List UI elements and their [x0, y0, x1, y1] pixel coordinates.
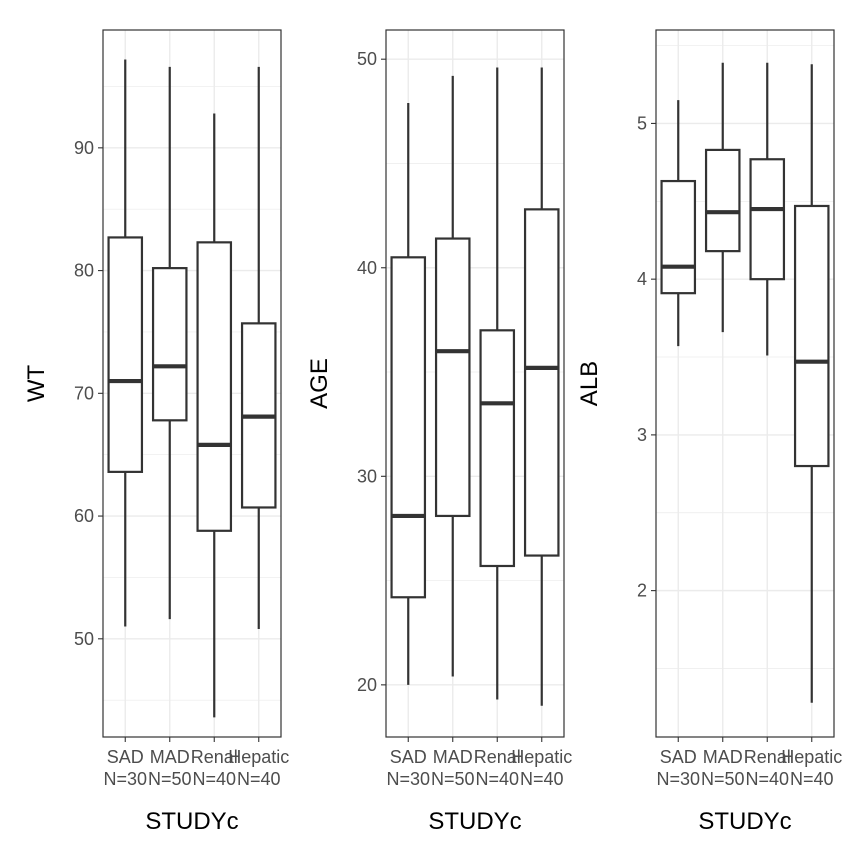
- x-tick-label: Hepatic N=40: [511, 747, 572, 789]
- iqr-box: [523, 208, 560, 557]
- boxplot-2: [479, 67, 516, 700]
- panel-border: [102, 29, 282, 738]
- boxplot-1: [151, 66, 188, 620]
- iqr-box: [107, 236, 144, 473]
- y-tick-label: 4: [637, 269, 647, 289]
- iqr-box: [479, 329, 516, 568]
- y-axis-title: AGE: [306, 358, 333, 409]
- y-tick-label: 50: [74, 629, 94, 649]
- y-tick-label: 30: [357, 466, 377, 486]
- iqr-box: [704, 148, 741, 253]
- x-tick-label: Hepatic N=40: [228, 747, 289, 789]
- x-axis-title: STUDYc: [428, 808, 521, 835]
- x-axis-title: STUDYc: [698, 808, 791, 835]
- x-tick-label: MAD N=50: [148, 747, 192, 789]
- boxplot-3: [793, 64, 830, 703]
- iqr-box: [196, 241, 233, 532]
- y-tick-label: 50: [357, 49, 377, 69]
- y-tick-label: 2: [637, 581, 647, 601]
- y-tick-label: 80: [74, 261, 94, 281]
- x-tick-label: Renal N=40: [474, 747, 521, 789]
- iqr-box: [390, 256, 427, 599]
- x-tick-label: Renal N=40: [744, 747, 791, 789]
- y-tick-label: 90: [74, 138, 94, 158]
- boxplot-3: [240, 66, 277, 629]
- y-tick-label: 60: [74, 506, 94, 526]
- iqr-box: [749, 158, 786, 281]
- boxplot-1: [704, 62, 741, 333]
- x-axis-title: STUDYc: [145, 808, 238, 835]
- y-axis-title: ALB: [576, 361, 603, 406]
- boxplot-0: [107, 59, 144, 627]
- x-tick-label: MAD N=50: [431, 747, 475, 789]
- boxplot-2: [749, 62, 786, 356]
- boxplot-3: [523, 67, 560, 706]
- boxplot-0: [660, 100, 697, 347]
- x-tick-label: SAD N=30: [656, 747, 700, 789]
- iqr-box: [151, 267, 188, 422]
- x-tick-label: MAD N=50: [701, 747, 745, 789]
- x-tick-label: Hepatic N=40: [781, 747, 842, 789]
- iqr-box: [434, 237, 471, 518]
- iqr-box: [793, 204, 830, 468]
- boxplot-1: [434, 75, 471, 677]
- x-tick-label: Renal N=40: [191, 747, 238, 789]
- y-tick-label: 3: [637, 425, 647, 445]
- y-axis-title: WT: [23, 365, 50, 403]
- boxplot-0: [390, 102, 427, 685]
- panel-border: [385, 29, 565, 738]
- y-tick-label: 5: [637, 113, 647, 133]
- y-tick-label: 70: [74, 383, 94, 403]
- iqr-box: [660, 179, 697, 295]
- panel-border: [655, 29, 835, 738]
- x-tick-label: SAD N=30: [386, 747, 430, 789]
- x-tick-label: SAD N=30: [103, 747, 147, 789]
- y-tick-label: 40: [357, 258, 377, 278]
- boxplot-2: [196, 113, 233, 718]
- y-tick-label: 20: [357, 675, 377, 695]
